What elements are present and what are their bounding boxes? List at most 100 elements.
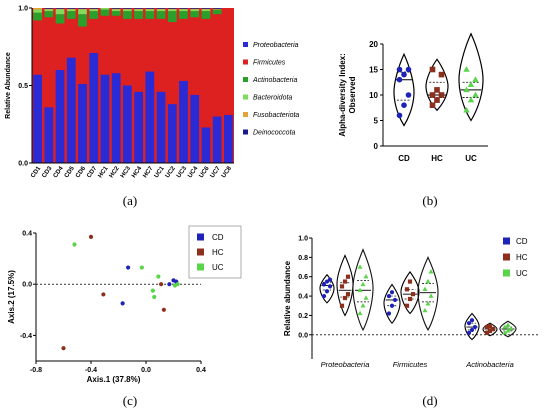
- data-point-firmicutes-cd: [389, 290, 395, 295]
- bar-segment-UC6-actinobacteria: [201, 11, 211, 19]
- legend-label: Fusobacteriota: [253, 112, 299, 119]
- bar-segment-CD1-proteobacteria: [33, 74, 42, 163]
- data-point-proteobacteria-hc: [339, 284, 345, 289]
- legend-label: HC: [212, 248, 224, 257]
- legend-label: HC: [516, 253, 528, 262]
- x-tick-label: UC3: [175, 165, 188, 180]
- bar-segment-CD1-fusobacteriota: [33, 8, 42, 10]
- bar-segment-HC4-actinobacteria: [134, 11, 143, 19]
- data-point-uc: [463, 66, 470, 72]
- data-point-proteobacteria-hc: [342, 279, 348, 284]
- x-tick-label: UC: [465, 154, 477, 163]
- data-point-actinobacteria-hc: [490, 326, 496, 332]
- data-point-cd: [401, 102, 407, 108]
- legend-swatch-uc: [197, 263, 204, 271]
- x-tick-label: CD5: [63, 165, 76, 180]
- violin-outline-hc: [425, 58, 449, 112]
- bar-segment-UC6-proteobacteria: [201, 127, 211, 163]
- bar-segment-HC3-bacteroidota: [123, 9, 132, 12]
- x-tick-label: HC4: [130, 165, 143, 180]
- bar-segment-CD3-bacteroidota: [44, 9, 54, 12]
- x-axis-title: Axis.1 (37.8%): [87, 375, 141, 384]
- data-point-proteobacteria-uc: [363, 274, 369, 279]
- data-point-firmicutes-cd: [392, 297, 398, 303]
- data-point-firmicutes-hc: [404, 287, 410, 292]
- bar-segment-UC4-bacteroidota: [190, 9, 200, 12]
- bar-segment-UC1-bacteroidota: [156, 9, 166, 12]
- bar-segment-CD6-actinobacteria: [78, 14, 87, 27]
- violin-outline-actinobacteria-hc: [482, 322, 498, 337]
- bar-segment-HC2-firmicutes: [111, 15, 121, 74]
- bar-segment-CD4-actinobacteria: [55, 14, 65, 24]
- data-point-hc: [429, 66, 436, 73]
- x-tick-label: HC7: [142, 165, 155, 180]
- x-tick-label: -0.4: [85, 367, 97, 374]
- x-tick-label: HC2: [108, 165, 121, 180]
- bar-segment-HC4-deinococcota: [134, 8, 143, 9]
- y-tick-label: 0.0: [22, 282, 32, 289]
- x-tick-label: Proteobacteria: [321, 360, 370, 369]
- scatter-point-uc: [175, 282, 180, 287]
- bar-segment-CD3-proteobacteria: [44, 107, 54, 163]
- bar-segment-HC1-actinobacteria: [100, 9, 110, 16]
- data-point-firmicutes-cd: [386, 311, 392, 316]
- y-axis-title: Relative abundance: [283, 260, 292, 336]
- bar-segment-UC3-proteobacteria: [179, 80, 188, 163]
- legend-swatch-uc: [503, 269, 510, 277]
- data-point-actinobacteria-uc: [502, 324, 508, 329]
- data-point-cd: [405, 92, 412, 98]
- bar-segment-CD3-fusobacteriota: [44, 8, 54, 10]
- bar-segment-CD5-fusobacteriota: [66, 8, 76, 10]
- bar-segment-HC7-actinobacteria: [145, 11, 155, 19]
- bar-segment-UC4-deinococcota: [190, 8, 200, 9]
- y-tick-label: 0.0: [18, 161, 28, 168]
- data-point-uc: [467, 81, 475, 88]
- bar-segment-CD6-firmicutes: [78, 26, 87, 84]
- bar-segment-CD4-firmicutes: [55, 23, 65, 70]
- bar-segment-UC4-proteobacteria: [190, 94, 200, 163]
- legend-label: CD: [516, 237, 528, 246]
- bar-segment-CD6-fusobacteriota: [78, 8, 87, 10]
- bar-segment-UC3-firmicutes: [179, 18, 188, 81]
- legend-swatch-actinobacteria: [243, 77, 248, 82]
- legend-swatch-bacteroidota: [243, 94, 248, 100]
- bar-segment-HC1-bacteroidota: [100, 8, 110, 10]
- data-point-proteobacteria-hc: [345, 274, 351, 279]
- y-tick-label: 0.4: [298, 294, 308, 301]
- x-tick-label: CD3: [41, 165, 54, 180]
- bar-segment-HC3-actinobacteria: [123, 11, 132, 19]
- violin-outline-proteobacteria-uc: [352, 248, 374, 332]
- bar-segment-UC7-proteobacteria: [212, 116, 222, 163]
- bar-segment-UC1-firmicutes: [156, 18, 166, 92]
- bar-segment-HC7-fusobacteriota: [145, 8, 155, 10]
- scatter-point-hc: [101, 292, 106, 297]
- data-point-hc: [429, 102, 436, 108]
- bar-segment-CD5-firmicutes: [66, 18, 76, 58]
- data-point-cd: [396, 112, 403, 119]
- data-point-proteobacteria-uc: [363, 295, 369, 300]
- y-tick-label: 5: [374, 117, 379, 126]
- bar-segment-CD7-firmicutes: [89, 18, 99, 53]
- bar-segment-CD6-proteobacteria: [78, 83, 87, 163]
- data-point-proteobacteria-hc: [345, 292, 351, 297]
- bar-segment-CD6-deinococcota: [78, 8, 87, 9]
- data-point-actinobacteria-uc: [505, 322, 511, 327]
- bar-segment-CD4-proteobacteria: [55, 70, 65, 163]
- legend-swatch-hc: [197, 248, 204, 256]
- data-point-actinobacteria-hc: [484, 324, 490, 330]
- bar-segment-CD4-deinococcota: [55, 8, 65, 9]
- bar-segment-UC7-deinococcota: [212, 8, 222, 9]
- panel-d-violin-relative-abundance: 0.0 0.2 0.4 0.6 0.8 1.0 Proteobacteria Firmicut…: [283, 236, 540, 369]
- legend-swatch-proteobacteria: [243, 42, 248, 47]
- data-point-actinobacteria-cd: [469, 318, 475, 323]
- data-point-firmicutes-uc: [422, 307, 428, 313]
- bar-segment-CD4-bacteroidota: [55, 9, 65, 15]
- bar-segment-HC1-proteobacteria: [100, 74, 110, 163]
- plot-background: [32, 8, 234, 163]
- data-point-proteobacteria-cd: [327, 284, 333, 289]
- violin-outline-proteobacteria-hc: [336, 254, 354, 317]
- scatter-point-hc: [159, 282, 164, 287]
- legend-label: CD: [212, 233, 224, 242]
- violin-outline-proteobacteria-cd: [319, 273, 335, 304]
